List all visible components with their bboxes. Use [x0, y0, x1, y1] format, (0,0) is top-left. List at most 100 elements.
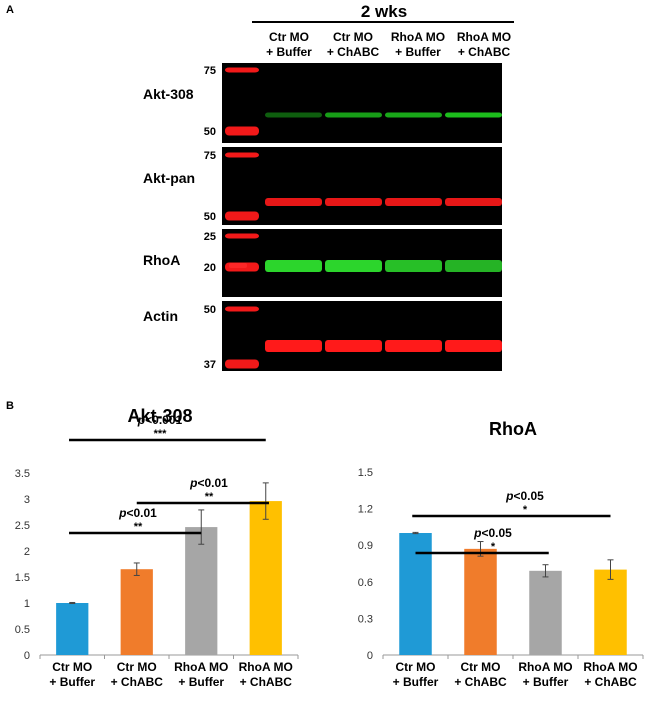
- significance-stars: ***: [154, 428, 168, 440]
- blot-membrane: [222, 301, 502, 371]
- ladder-band: [225, 211, 259, 221]
- sample-band: [445, 340, 502, 352]
- bar: [249, 501, 282, 655]
- blot-target-label: RhoA: [143, 252, 180, 268]
- x-tick-label-line2: + ChABC: [584, 675, 637, 689]
- lane-label-line2: + ChABC: [458, 45, 511, 59]
- bar: [529, 570, 562, 655]
- significance-stars: **: [205, 491, 214, 503]
- p-value-label: p<0.001: [137, 413, 183, 427]
- lane-label-line1: RhoA MO: [391, 30, 445, 44]
- y-tick-label: 2.5: [15, 520, 30, 532]
- x-tick-label-line2: + Buffer: [49, 675, 95, 689]
- y-tick-label: 2: [24, 546, 30, 558]
- y-tick-label: 1.5: [358, 467, 373, 479]
- blot-target-label: Actin: [143, 308, 178, 324]
- blot-membrane: [222, 147, 502, 225]
- x-tick-label-line2: + Buffer: [393, 675, 439, 689]
- y-tick-label: 1.5: [15, 572, 30, 584]
- y-tick-label: 0.9: [358, 540, 373, 552]
- sample-band: [445, 112, 502, 118]
- sample-band: [265, 340, 322, 352]
- y-tick-label: 0.5: [15, 624, 30, 636]
- x-tick-label-line2: + ChABC: [111, 675, 164, 689]
- marker-bottom-label: 50: [204, 211, 216, 223]
- x-tick-label-line1: Ctr MO: [52, 660, 92, 674]
- significance-stars: *: [491, 541, 496, 553]
- chart-title: RhoA: [489, 419, 537, 439]
- marker-bottom-label: 20: [204, 262, 216, 274]
- ladder-band: [225, 306, 259, 312]
- lane-label-line1: RhoA MO: [457, 30, 511, 44]
- x-tick-label-line1: Ctr MO: [117, 660, 157, 674]
- x-tick-label-line2: + ChABC: [240, 675, 293, 689]
- sample-band: [385, 112, 442, 118]
- x-tick-label-line1: RhoA MO: [239, 660, 293, 674]
- bar: [399, 533, 432, 655]
- ladder-band: [225, 126, 259, 136]
- sample-band: [325, 260, 382, 272]
- p-value-label: p<0.05: [505, 489, 544, 503]
- p-value-label: p<0.05: [473, 526, 512, 540]
- sample-band: [325, 112, 382, 118]
- y-tick-label: 1: [24, 598, 30, 610]
- ladder-band: [225, 359, 259, 369]
- p-value-label: p<0.01: [189, 476, 228, 490]
- blot-membrane: [222, 63, 502, 143]
- marker-top-label: 25: [204, 231, 216, 243]
- y-tick-label: 1.2: [358, 504, 373, 516]
- sample-band: [265, 198, 322, 206]
- sample-band: [325, 198, 382, 206]
- x-tick-label-line1: RhoA MO: [174, 660, 228, 674]
- sample-band: [385, 340, 442, 352]
- blot-target-label: Akt-308: [143, 86, 194, 102]
- x-tick-label-line1: Ctr MO: [396, 660, 436, 674]
- significance-stars: *: [523, 504, 528, 516]
- ladder-band: [229, 263, 247, 268]
- bar: [120, 569, 153, 655]
- panel-b-label: B: [6, 400, 14, 412]
- time-header: 2 wks: [361, 2, 407, 21]
- ladder-band: [225, 233, 259, 239]
- y-tick-label: 0.6: [358, 577, 373, 589]
- bar: [185, 527, 218, 655]
- bar: [56, 603, 89, 655]
- x-tick-label-line2: + Buffer: [178, 675, 224, 689]
- x-tick-label-line1: RhoA MO: [518, 660, 572, 674]
- bar: [464, 548, 497, 655]
- sample-band: [385, 198, 442, 206]
- marker-bottom-label: 50: [204, 126, 216, 138]
- lane-label-line2: + Buffer: [266, 45, 312, 59]
- sample-band: [385, 260, 442, 272]
- y-tick-label: 0: [24, 650, 30, 662]
- chart-title: Akt-308: [127, 406, 192, 426]
- marker-top-label: 75: [204, 150, 216, 162]
- x-tick-label-line1: RhoA MO: [583, 660, 637, 674]
- significance-stars: **: [134, 521, 143, 533]
- sample-band: [325, 340, 382, 352]
- sample-band: [445, 260, 502, 272]
- marker-top-label: 75: [204, 65, 216, 77]
- lane-label-line1: Ctr MO: [333, 30, 373, 44]
- blot-target-label: Akt-pan: [143, 170, 195, 186]
- sample-band: [265, 260, 322, 272]
- sample-band: [265, 112, 322, 118]
- x-tick-label-line1: Ctr MO: [461, 660, 501, 674]
- panel-a-label: A: [6, 4, 14, 16]
- y-tick-label: 3.5: [15, 468, 30, 480]
- sample-band: [445, 198, 502, 206]
- marker-bottom-label: 37: [204, 359, 216, 371]
- lane-label-line2: + Buffer: [395, 45, 441, 59]
- x-tick-label-line2: + Buffer: [523, 675, 569, 689]
- p-value-label: p<0.01: [118, 506, 157, 520]
- lane-label-line2: + ChABC: [327, 45, 380, 59]
- marker-top-label: 50: [204, 304, 216, 316]
- y-tick-label: 0.3: [358, 613, 373, 625]
- y-tick-label: 3: [24, 494, 30, 506]
- bar: [594, 569, 627, 655]
- lane-label-line1: Ctr MO: [269, 30, 309, 44]
